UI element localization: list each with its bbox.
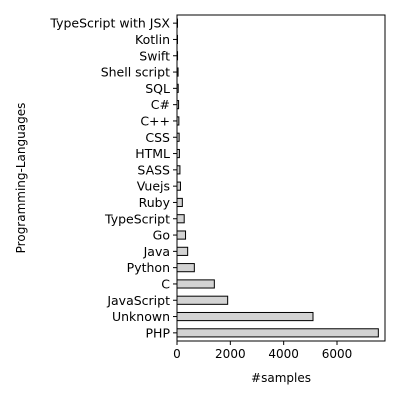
- y-tick-label: Ruby: [139, 195, 171, 210]
- y-tick-label: JavaScript: [106, 293, 170, 308]
- y-tick-label: HTML: [135, 146, 170, 161]
- bar: [176, 295, 229, 305]
- y-tick-label: C#: [151, 97, 170, 112]
- y-tick-label: TypeScript: [104, 211, 170, 226]
- x-tick-label: 6000: [322, 347, 353, 361]
- y-tick-label: Shell script: [101, 65, 170, 80]
- x-axis-title: #samples: [251, 371, 311, 385]
- bars-group: [176, 18, 379, 338]
- bar: [176, 181, 181, 191]
- bar: [176, 230, 187, 240]
- bar: [176, 328, 379, 338]
- y-tick-label: SQL: [145, 81, 170, 96]
- x-axis-ticks: 0 2000 4000 6000: [173, 341, 352, 361]
- bar: [176, 246, 189, 256]
- bar: [176, 279, 215, 289]
- x-tick-label: 0: [173, 347, 181, 361]
- x-tick-label: 2000: [215, 347, 246, 361]
- x-tick-label: 4000: [268, 347, 299, 361]
- y-tick-label: Go: [153, 228, 170, 243]
- y-tick-label: Python: [127, 260, 170, 275]
- y-tick-label: Java: [143, 244, 170, 259]
- y-tick-label: Swift: [139, 48, 170, 63]
- bar: [176, 214, 185, 224]
- y-tick-label: Unknown: [112, 309, 170, 324]
- bar: [176, 311, 314, 322]
- y-tick-label: C++: [140, 113, 170, 128]
- plot-frame: [176, 14, 386, 342]
- y-tick-label: PHP: [146, 325, 171, 340]
- y-axis-title: Programming-Languages: [14, 103, 28, 254]
- y-tick-label: TypeScript with JSX: [49, 16, 170, 31]
- y-tick-label: SASS: [137, 162, 170, 177]
- y-tick-label: CSS: [145, 130, 170, 145]
- y-tick-label: Kotlin: [135, 32, 170, 47]
- y-tick-label: C: [161, 276, 170, 291]
- bar: [176, 197, 183, 208]
- bar: [176, 263, 195, 273]
- y-tick-label: Vuejs: [137, 179, 170, 194]
